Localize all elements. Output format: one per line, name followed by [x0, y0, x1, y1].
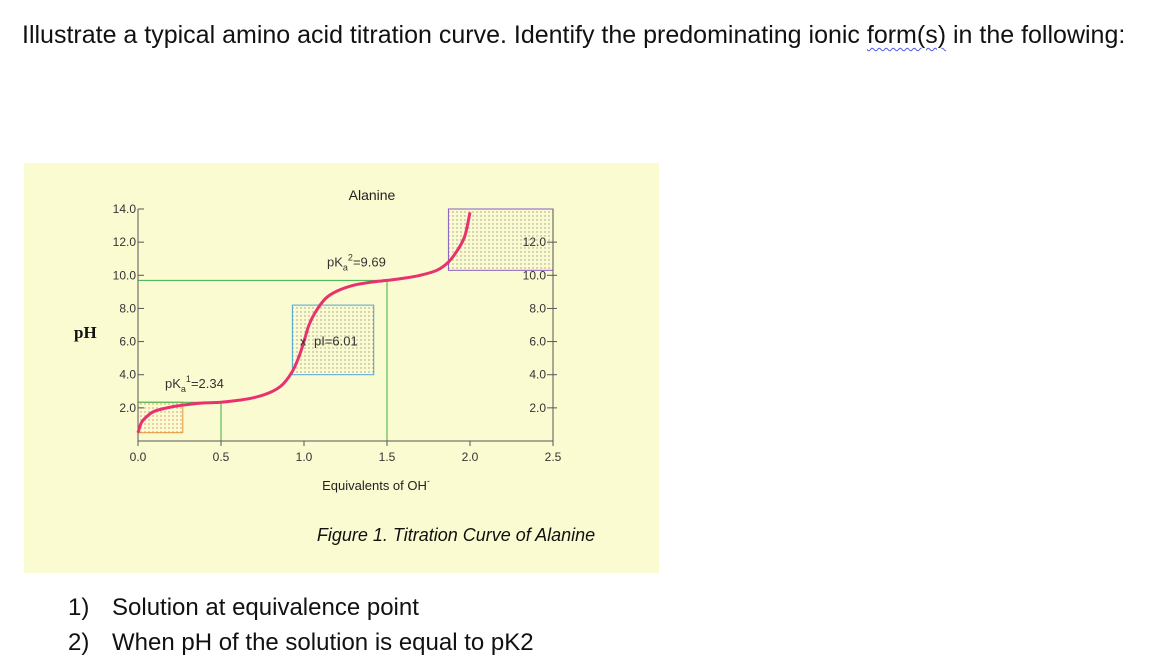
x-tick-label: 2.5 — [545, 450, 562, 464]
list-number: 2) — [68, 629, 90, 656]
pka1-label: pKa1=2.34 — [165, 374, 224, 394]
chart-title: Alanine — [349, 187, 396, 203]
figure-panel: 14.0 12.0 10.0 8.0 6.0 4.0 2.0 12.0 10.0 8.0 6.0 4.… — [24, 163, 659, 573]
y-tick-left-label: 14.0 — [113, 202, 137, 216]
y-tick-right-label: 10.0 — [523, 268, 547, 282]
question-text: Illustrate a typical amino acid titratio… — [22, 16, 1132, 54]
titration-chart: 14.0 12.0 10.0 8.0 6.0 4.0 2.0 12.0 10.0 8.0 6.0 4.… — [74, 187, 562, 493]
y-tick-right-label: 8.0 — [529, 301, 546, 315]
x-tick-label: 1.5 — [379, 450, 396, 464]
x-axis-label: Equivalents of OH- — [322, 476, 430, 493]
titration-curve — [136, 211, 472, 434]
y-tick-right-label: 2.0 — [529, 401, 546, 415]
y-tick-left-label: 4.0 — [119, 368, 136, 382]
x-tick-label: 0.0 — [130, 450, 147, 464]
y-tick-right-label: 4.0 — [529, 368, 546, 382]
figure-caption: Figure 1. Titration Curve of Alanine — [316, 525, 596, 545]
y-tick-right-label: 12.0 — [523, 235, 547, 249]
x-axis-label-main: Equivalents of OH — [322, 478, 427, 493]
y-tick-left-label: 12.0 — [113, 235, 137, 249]
pi-label: pI=6.01 — [314, 333, 358, 348]
list-number: 1) — [68, 594, 90, 621]
pka2-label: pKa2=9.69 — [327, 252, 386, 272]
y-tick-left-label: 10.0 — [113, 268, 137, 282]
list-text: Solution at equivalence point — [112, 594, 419, 621]
question-text-part2: in the following: — [946, 21, 1126, 49]
y-axis-label: pH — [74, 323, 97, 342]
y-tick-left-label: 8.0 — [119, 301, 136, 315]
list-text: When pH of the solution is equal to pK2 — [112, 629, 534, 656]
x-tick-label: 2.0 — [462, 450, 479, 464]
question-text-part1: Illustrate a typical amino acid titratio… — [22, 21, 867, 49]
x-tick-label: 1.0 — [296, 450, 313, 464]
y-tick-left-label: 6.0 — [119, 335, 136, 349]
spellcheck-word[interactable]: form(s) — [866, 21, 947, 49]
x-axis-label-sup: - — [427, 476, 430, 486]
shaded-region-end — [447, 208, 554, 271]
list-item: 2) When pH of the solution is equal to p… — [68, 625, 534, 660]
x-tick-label: 0.5 — [213, 450, 230, 464]
pi-marker: x — [300, 334, 306, 348]
y-tick-left-label: 2.0 — [119, 401, 136, 415]
answer-list: 1) Solution at equivalence point 2) When… — [68, 590, 534, 660]
list-item: 1) Solution at equivalence point — [68, 590, 534, 625]
y-tick-right-label: 6.0 — [529, 335, 546, 349]
